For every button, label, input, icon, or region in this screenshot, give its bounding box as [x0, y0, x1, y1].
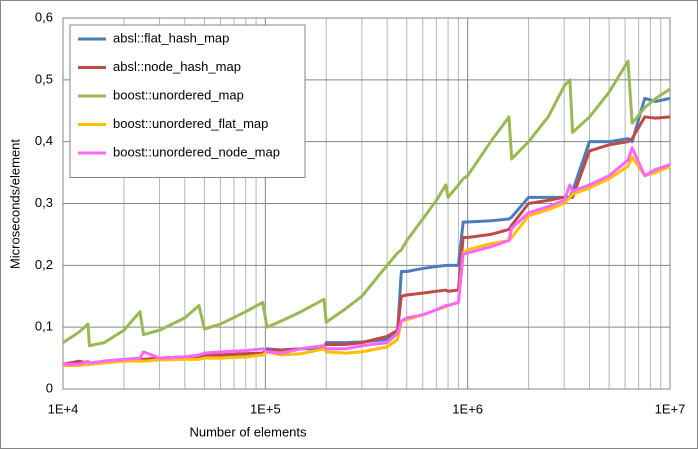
legend-label: boost::unordered_node_map	[113, 144, 280, 159]
legend-label: absl::node_hash_map	[113, 59, 241, 74]
x-tick-label: 1E+7	[655, 401, 686, 416]
x-tick-label: 1E+4	[48, 401, 79, 416]
legend-label: boost::unordered_flat_map	[113, 116, 268, 131]
x-axis-label: Number of elements	[189, 424, 307, 439]
legend-label: boost::unordered_map	[113, 87, 244, 102]
plot-area-border	[62, 17, 671, 390]
x-tick-label: 1E+5	[250, 401, 281, 416]
y-tick-label: 0,5	[35, 71, 53, 86]
x-tick-label: 1E+6	[452, 401, 483, 416]
y-axis-label: Microseconds/element	[7, 139, 22, 269]
y-tick-label: 0,3	[35, 195, 53, 210]
y-tick-label: 0,1	[35, 319, 53, 334]
legend-box	[69, 24, 306, 178]
series-line	[63, 146, 671, 366]
y-tick-label: 0,4	[35, 133, 53, 148]
y-tick-label: 0	[46, 380, 53, 395]
y-tick-label: 0,2	[35, 257, 53, 272]
series-line	[62, 59, 671, 348]
legend-label: absl::flat_hash_map	[113, 30, 229, 45]
y-tick-label: 0,6	[35, 9, 53, 24]
